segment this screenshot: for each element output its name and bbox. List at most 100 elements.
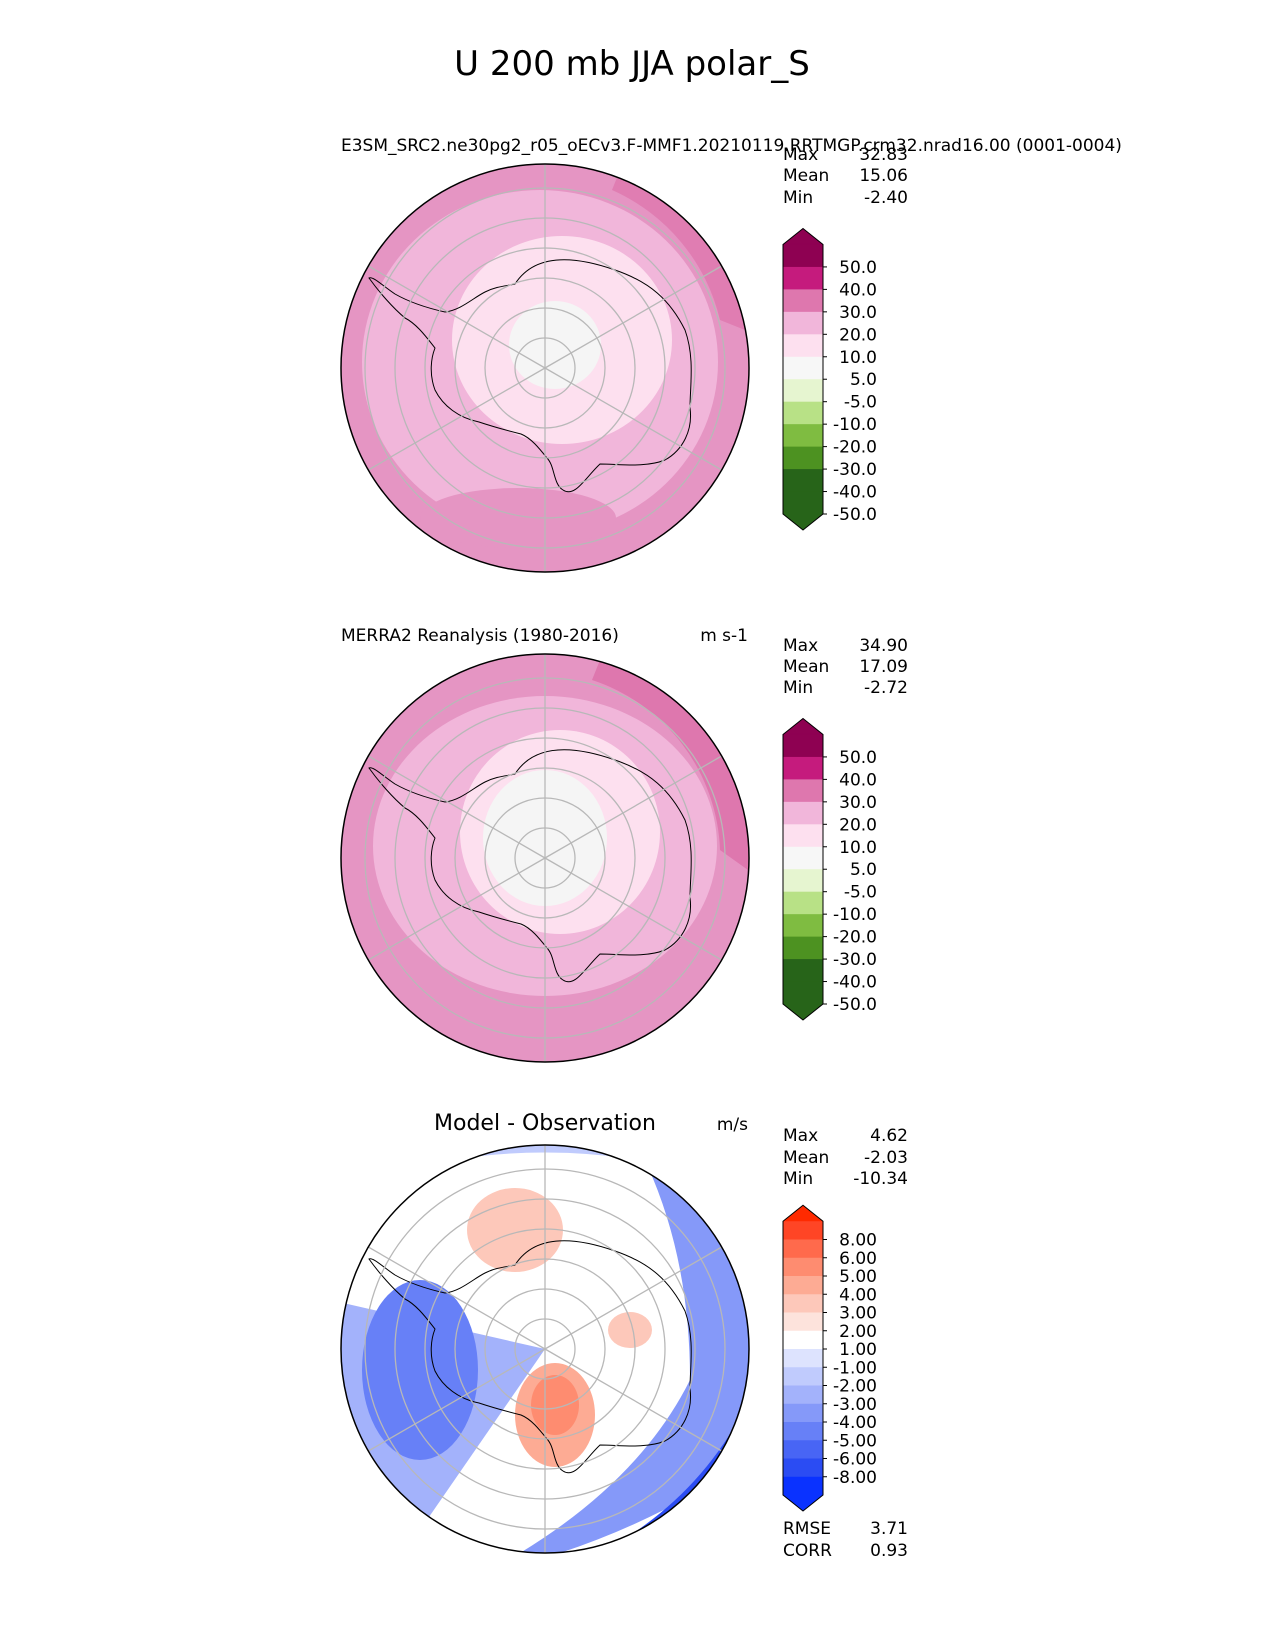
panel-diff: Model - Observation m/s Max 4.62 Mean -2… xyxy=(340,1111,908,1561)
panel-model-title: E3SM_SRC2.ne30pg2_r05_oECv3.F-MMF1.20210… xyxy=(341,136,1122,156)
diff-corr-label: CORR xyxy=(783,1541,832,1561)
colorbar-tick-label: 50.0 xyxy=(839,258,877,278)
meridian-line xyxy=(362,1348,546,1455)
diff-colorbar: 8.006.005.004.003.002.001.00-1.00-2.00-3… xyxy=(782,1204,877,1512)
colorbar-segment xyxy=(783,824,823,848)
colorbar-extend-bottom xyxy=(783,1004,823,1020)
colorbar-tick-label: -2.00 xyxy=(833,1377,877,1397)
model-colorbar: 50.040.0 30.020.0 10.05.0 -5.0-10.0 -20.0-30… xyxy=(782,227,877,531)
colorbar-segment xyxy=(783,1403,823,1423)
panel-model-map xyxy=(341,164,749,572)
model-stat-max-label: Max xyxy=(783,145,818,165)
colorbar-tick-label: 20.0 xyxy=(839,815,877,835)
panel-obs-frame xyxy=(340,653,750,1063)
diff-stat-mean-label: Mean xyxy=(783,1148,829,1168)
colorbar-tick-label: 6.00 xyxy=(839,1249,877,1269)
colorbar-tick-label: -30.0 xyxy=(833,460,877,480)
colorbar-segment xyxy=(783,469,823,493)
colorbar-segment xyxy=(783,334,823,358)
colorbar-segment xyxy=(783,401,823,425)
colorbar-segment xyxy=(783,1312,823,1332)
obs-stat-max-value: 34.90 xyxy=(859,636,908,656)
colorbar-segment xyxy=(783,424,823,448)
model-graticule xyxy=(362,164,728,572)
colorbar-tick-label: -1.00 xyxy=(833,1358,877,1378)
colorbar-segment xyxy=(783,869,823,893)
diff-neg-west-core xyxy=(362,1280,478,1460)
colorbar-segment xyxy=(783,734,823,758)
colorbar-segment xyxy=(783,1276,823,1295)
colorbar-segment xyxy=(783,891,823,915)
colorbar-segment xyxy=(783,1476,823,1495)
obs-stat-min-label: Min xyxy=(783,678,813,698)
colorbar-segment xyxy=(783,266,823,290)
panel-diff-frame xyxy=(340,1144,750,1554)
colorbar-extend-top xyxy=(783,1205,823,1222)
obs-jet-edge xyxy=(592,660,749,870)
panel-diff-units: m/s xyxy=(717,1115,748,1135)
obs-stat-mean-label: Mean xyxy=(783,657,829,677)
colorbar-segment xyxy=(783,959,823,983)
colorbar-tick-label: -4.00 xyxy=(833,1413,877,1433)
colorbar-tick-label: 20.0 xyxy=(839,325,877,345)
meridian-line xyxy=(544,857,728,964)
panel-model-frame xyxy=(340,163,750,573)
colorbar-tick-label: -20.0 xyxy=(833,438,877,458)
colorbar-segment xyxy=(783,801,823,825)
colorbar-segment xyxy=(783,1458,823,1478)
colorbar-tick-label: 1.00 xyxy=(839,1340,877,1360)
colorbar-tick-label: -6.00 xyxy=(833,1450,877,1470)
colorbar-segment xyxy=(783,289,823,313)
colorbar-tick-label: -50.0 xyxy=(833,995,877,1015)
colorbar-tick-label: 5.0 xyxy=(850,860,877,880)
diff-stat-mean-value: -2.03 xyxy=(864,1148,908,1168)
colorbar-tick-label: -5.0 xyxy=(844,393,877,413)
colorbar-segment xyxy=(783,1349,823,1368)
colorbar-segment xyxy=(783,356,823,380)
colorbar-tick-label: 5.0 xyxy=(850,370,877,390)
diff-rmse-label: RMSE xyxy=(783,1519,831,1539)
model-band-near-zero xyxy=(509,301,601,389)
meridian-line xyxy=(544,752,728,859)
model-jet-patch xyxy=(420,488,616,548)
obs-graticule xyxy=(362,654,728,1062)
colorbar-segment xyxy=(783,379,823,403)
panel-diff-map xyxy=(341,1145,749,1553)
colorbar-tick-label: -8.00 xyxy=(833,1468,877,1488)
panel-obs-units: m s-1 xyxy=(700,626,748,646)
model-stat-max-value: 32.83 xyxy=(859,145,908,165)
meridian-line xyxy=(544,262,728,369)
panel-obs-map xyxy=(341,654,749,1062)
colorbar-outline xyxy=(782,1204,824,1512)
colorbar-extend-bottom xyxy=(783,1495,823,1511)
diff-pos-south-core xyxy=(531,1375,579,1435)
colorbar-tick-label: -10.0 xyxy=(833,415,877,435)
obs-stat-min-value: -2.72 xyxy=(864,678,908,698)
meridian-line xyxy=(544,1243,728,1350)
figure-title: U 200 mb JJA polar_S xyxy=(454,44,810,84)
panel-obs: MERRA2 Reanalysis (1980-2016) m s-1 Max … xyxy=(340,626,908,1063)
colorbar-segment xyxy=(783,779,823,803)
colorbar-segment xyxy=(783,244,823,268)
colorbar-tick-label: -5.0 xyxy=(844,883,877,903)
colorbar-tick-label: 10.0 xyxy=(839,838,877,858)
panel-model: E3SM_SRC2.ne30pg2_r05_oECv3.F-MMF1.20210… xyxy=(340,136,1122,573)
model-jet-edge xyxy=(612,170,745,330)
colorbar-tick-label: -5.00 xyxy=(833,1431,877,1451)
colorbar-tick-label: -20.0 xyxy=(833,928,877,948)
colorbar-segment xyxy=(783,1367,823,1387)
colorbar-tick-label: -40.0 xyxy=(833,483,877,503)
colorbar-segment xyxy=(783,1330,823,1350)
colorbar-tick-label: 40.0 xyxy=(839,770,877,790)
colorbar-segment xyxy=(783,981,823,1004)
colorbar-tick-label: 4.00 xyxy=(839,1285,877,1305)
colorbar-segment xyxy=(783,311,823,335)
diff-stat-min-label: Min xyxy=(783,1169,813,1189)
model-stat-min-label: Min xyxy=(783,188,813,208)
meridian-line xyxy=(362,367,546,474)
meridian-line xyxy=(544,367,728,474)
model-stat-mean-label: Mean xyxy=(783,166,829,186)
colorbar-tick-label: -3.00 xyxy=(833,1395,877,1415)
colorbar-tick-label: 50.0 xyxy=(839,748,877,768)
